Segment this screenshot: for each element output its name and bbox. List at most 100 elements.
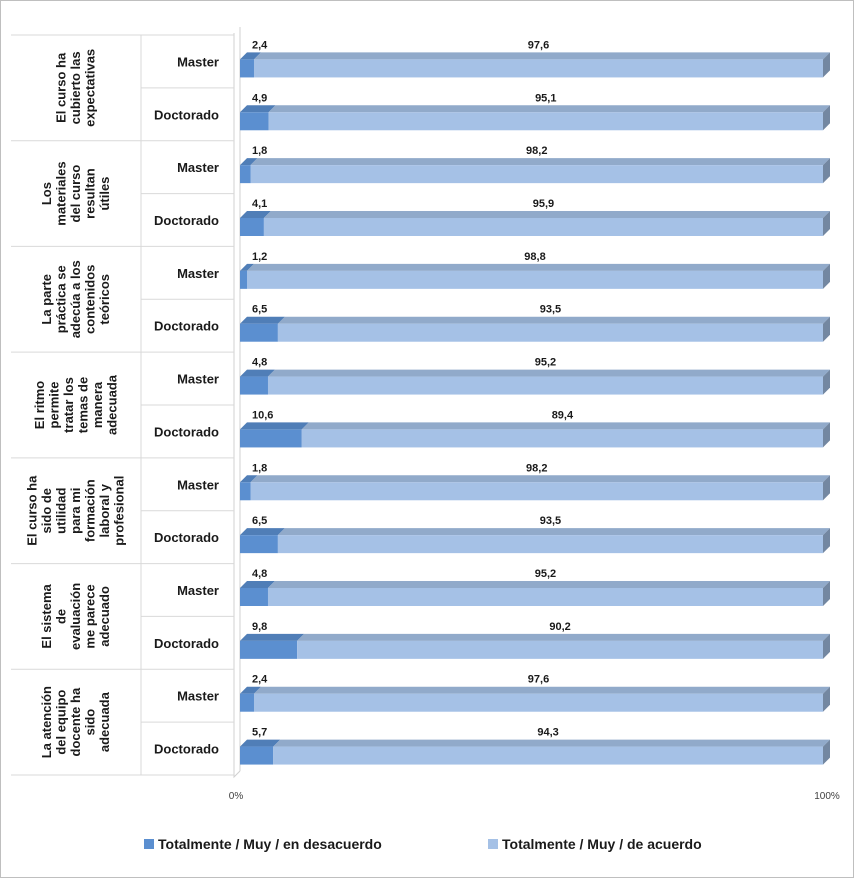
legend-label-acuerdo: Totalmente / Muy / de acuerdo bbox=[502, 836, 702, 852]
bar-top-acuerdo bbox=[253, 686, 830, 694]
data-label-acuerdo: 94,3 bbox=[537, 727, 558, 739]
bar-top-acuerdo bbox=[267, 369, 830, 377]
bar-top-acuerdo bbox=[263, 211, 830, 218]
data-label-desacuerdo: 2,4 bbox=[252, 674, 268, 686]
bar-desacuerdo bbox=[240, 693, 254, 712]
bar-top-acuerdo bbox=[268, 105, 830, 113]
subcategory-label: Doctorado bbox=[154, 424, 219, 439]
bar-top-desacuerdo bbox=[240, 633, 305, 641]
subcategory-label: Master bbox=[177, 160, 219, 175]
bar-side bbox=[823, 581, 830, 606]
data-label-acuerdo: 89,4 bbox=[552, 409, 574, 421]
bar-desacuerdo bbox=[240, 323, 278, 342]
data-label-desacuerdo: 1,2 bbox=[252, 251, 267, 263]
subcategory-label: Master bbox=[177, 266, 219, 281]
bar-side bbox=[823, 686, 830, 712]
bar-acuerdo bbox=[277, 535, 823, 554]
data-label-desacuerdo: 6,5 bbox=[252, 515, 267, 527]
bar-acuerdo bbox=[267, 588, 823, 606]
bar-top-acuerdo bbox=[246, 263, 831, 271]
data-label-desacuerdo: 4,1 bbox=[252, 198, 267, 210]
data-label-desacuerdo: 1,8 bbox=[252, 462, 267, 474]
data-label-acuerdo: 98,2 bbox=[526, 462, 547, 474]
x-tick-label: 0% bbox=[229, 791, 244, 802]
bar-acuerdo bbox=[297, 640, 823, 659]
bar-desacuerdo bbox=[240, 218, 264, 236]
bar-top-desacuerdo bbox=[240, 422, 309, 430]
data-label-desacuerdo: 9,8 bbox=[252, 621, 267, 633]
group-label: El curso hacubierto lasexpectativas bbox=[54, 49, 98, 127]
bar-side bbox=[823, 369, 830, 395]
legend: Totalmente / Muy / en desacuerdo Totalme… bbox=[1, 836, 854, 856]
bar-top-acuerdo bbox=[250, 475, 830, 483]
bar-top-acuerdo bbox=[273, 739, 831, 747]
x-tick-label: 100% bbox=[814, 791, 840, 802]
group-label: El curso hasido deutilidadpara miformaci… bbox=[25, 475, 127, 546]
bar-side bbox=[823, 475, 830, 501]
bar-desacuerdo bbox=[240, 640, 298, 659]
bar-top-acuerdo bbox=[267, 581, 830, 588]
bar-side bbox=[823, 316, 830, 342]
bar-side bbox=[823, 105, 830, 131]
subcategory-label: Doctorado bbox=[154, 319, 219, 334]
bar-top-desacuerdo bbox=[240, 528, 285, 536]
data-label-acuerdo: 95,2 bbox=[535, 357, 556, 369]
group-label: El sistemadeevaluaciónme pareceadecuado bbox=[39, 583, 112, 650]
bar-desacuerdo bbox=[240, 270, 247, 289]
legend-item-desacuerdo: Totalmente / Muy / en desacuerdo bbox=[144, 836, 382, 852]
legend-label-desacuerdo: Totalmente / Muy / en desacuerdo bbox=[158, 836, 382, 852]
subcategory-label: Master bbox=[177, 54, 219, 69]
bar-desacuerdo bbox=[240, 112, 269, 131]
bar-top-desacuerdo bbox=[240, 211, 271, 218]
data-label-acuerdo: 97,6 bbox=[528, 39, 549, 51]
bar-top-desacuerdo bbox=[240, 52, 261, 60]
data-label-acuerdo: 90,2 bbox=[549, 621, 570, 633]
bar-side bbox=[823, 52, 830, 78]
subcategory-label: Master bbox=[177, 372, 219, 387]
data-label-desacuerdo: 4,8 bbox=[252, 568, 267, 580]
bar-desacuerdo bbox=[240, 482, 251, 501]
bar-desacuerdo bbox=[240, 376, 268, 395]
bar-side bbox=[823, 739, 830, 765]
legend-swatch-desacuerdo bbox=[144, 839, 154, 849]
data-label-acuerdo: 93,5 bbox=[540, 515, 561, 527]
bar-top-acuerdo bbox=[277, 528, 830, 536]
bar-acuerdo bbox=[273, 746, 824, 765]
data-label-desacuerdo: 1,8 bbox=[252, 145, 267, 157]
bar-acuerdo bbox=[267, 376, 823, 395]
group-label: El ritmopermitetratar lostemas demaneraa… bbox=[32, 374, 120, 435]
bar-side bbox=[823, 263, 830, 289]
bar-desacuerdo bbox=[240, 429, 302, 448]
subcategory-label: Doctorado bbox=[154, 636, 219, 651]
bar-top-acuerdo bbox=[250, 158, 830, 166]
data-label-desacuerdo: 5,7 bbox=[252, 727, 267, 739]
subcategory-label: Doctorado bbox=[154, 742, 219, 757]
data-label-desacuerdo: 4,8 bbox=[252, 357, 267, 369]
bar-top-desacuerdo bbox=[240, 158, 258, 166]
data-label-acuerdo: 98,8 bbox=[524, 251, 545, 263]
bar-desacuerdo bbox=[240, 588, 268, 606]
subcategory-label: Master bbox=[177, 477, 219, 492]
data-label-desacuerdo: 2,4 bbox=[252, 39, 268, 51]
bar-top-acuerdo bbox=[301, 422, 831, 430]
data-label-acuerdo: 95,2 bbox=[535, 568, 556, 580]
legend-item-acuerdo: Totalmente / Muy / de acuerdo bbox=[488, 836, 702, 852]
bar-side bbox=[823, 158, 830, 184]
data-label-acuerdo: 95,1 bbox=[535, 92, 556, 104]
bar-top-acuerdo bbox=[297, 633, 830, 641]
legend-swatch-acuerdo bbox=[488, 839, 498, 849]
bar-acuerdo bbox=[263, 218, 823, 236]
bar-acuerdo bbox=[253, 59, 823, 78]
bar-top-desacuerdo bbox=[240, 739, 281, 747]
group-label: Losmaterialesdel cursoresultanútiles bbox=[39, 161, 112, 225]
data-label-desacuerdo: 4,9 bbox=[252, 92, 267, 104]
data-label-acuerdo: 95,9 bbox=[533, 198, 554, 210]
bar-top-acuerdo bbox=[253, 52, 830, 60]
subcategory-label: Doctorado bbox=[154, 213, 219, 228]
bar-side bbox=[823, 633, 830, 659]
bar-top-desacuerdo bbox=[240, 316, 285, 324]
group-label: La atencióndel equipodocente hasidoadecu… bbox=[39, 686, 112, 758]
bar-acuerdo bbox=[277, 323, 823, 342]
bar-acuerdo bbox=[250, 165, 823, 184]
stacked-bar-chart: El curso hacubierto lasexpectativas Losma… bbox=[11, 27, 840, 802]
